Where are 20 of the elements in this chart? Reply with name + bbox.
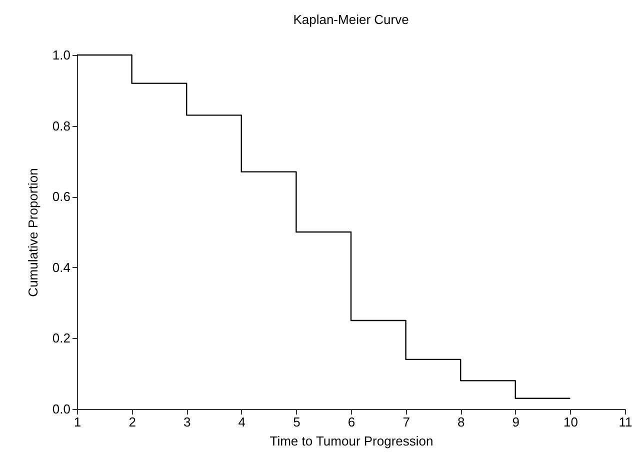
x-tick-label: 6 — [348, 414, 356, 430]
y-tick-label: 0.8 — [52, 118, 70, 134]
x-tick-label: 11 — [618, 414, 632, 430]
y-tick-label: 0.6 — [52, 189, 70, 204]
x-tick-label: 8 — [457, 414, 465, 430]
x-tick-label: 1 — [74, 414, 82, 430]
x-tick-label: 7 — [402, 414, 410, 430]
x-tick-label: 10 — [563, 414, 578, 430]
x-tick-label: 2 — [128, 414, 136, 430]
y-tick-label: 0.4 — [52, 260, 70, 275]
chart-title: Kaplan-Meier Curve — [293, 12, 409, 27]
y-tick-label: 1.0 — [52, 48, 70, 62]
x-tick-label: 5 — [293, 414, 300, 430]
x-axis-title: Time to Tumour Progression — [270, 434, 434, 448]
x-tick-label: 9 — [512, 414, 520, 430]
x-tick-label: 4 — [238, 414, 246, 430]
y-axis-title: Cumulative Proportion — [25, 168, 40, 297]
y-tick-label: 0.0 — [52, 402, 70, 416]
y-tick-label: 0.2 — [52, 330, 70, 346]
x-tick-label: 3 — [183, 414, 191, 430]
